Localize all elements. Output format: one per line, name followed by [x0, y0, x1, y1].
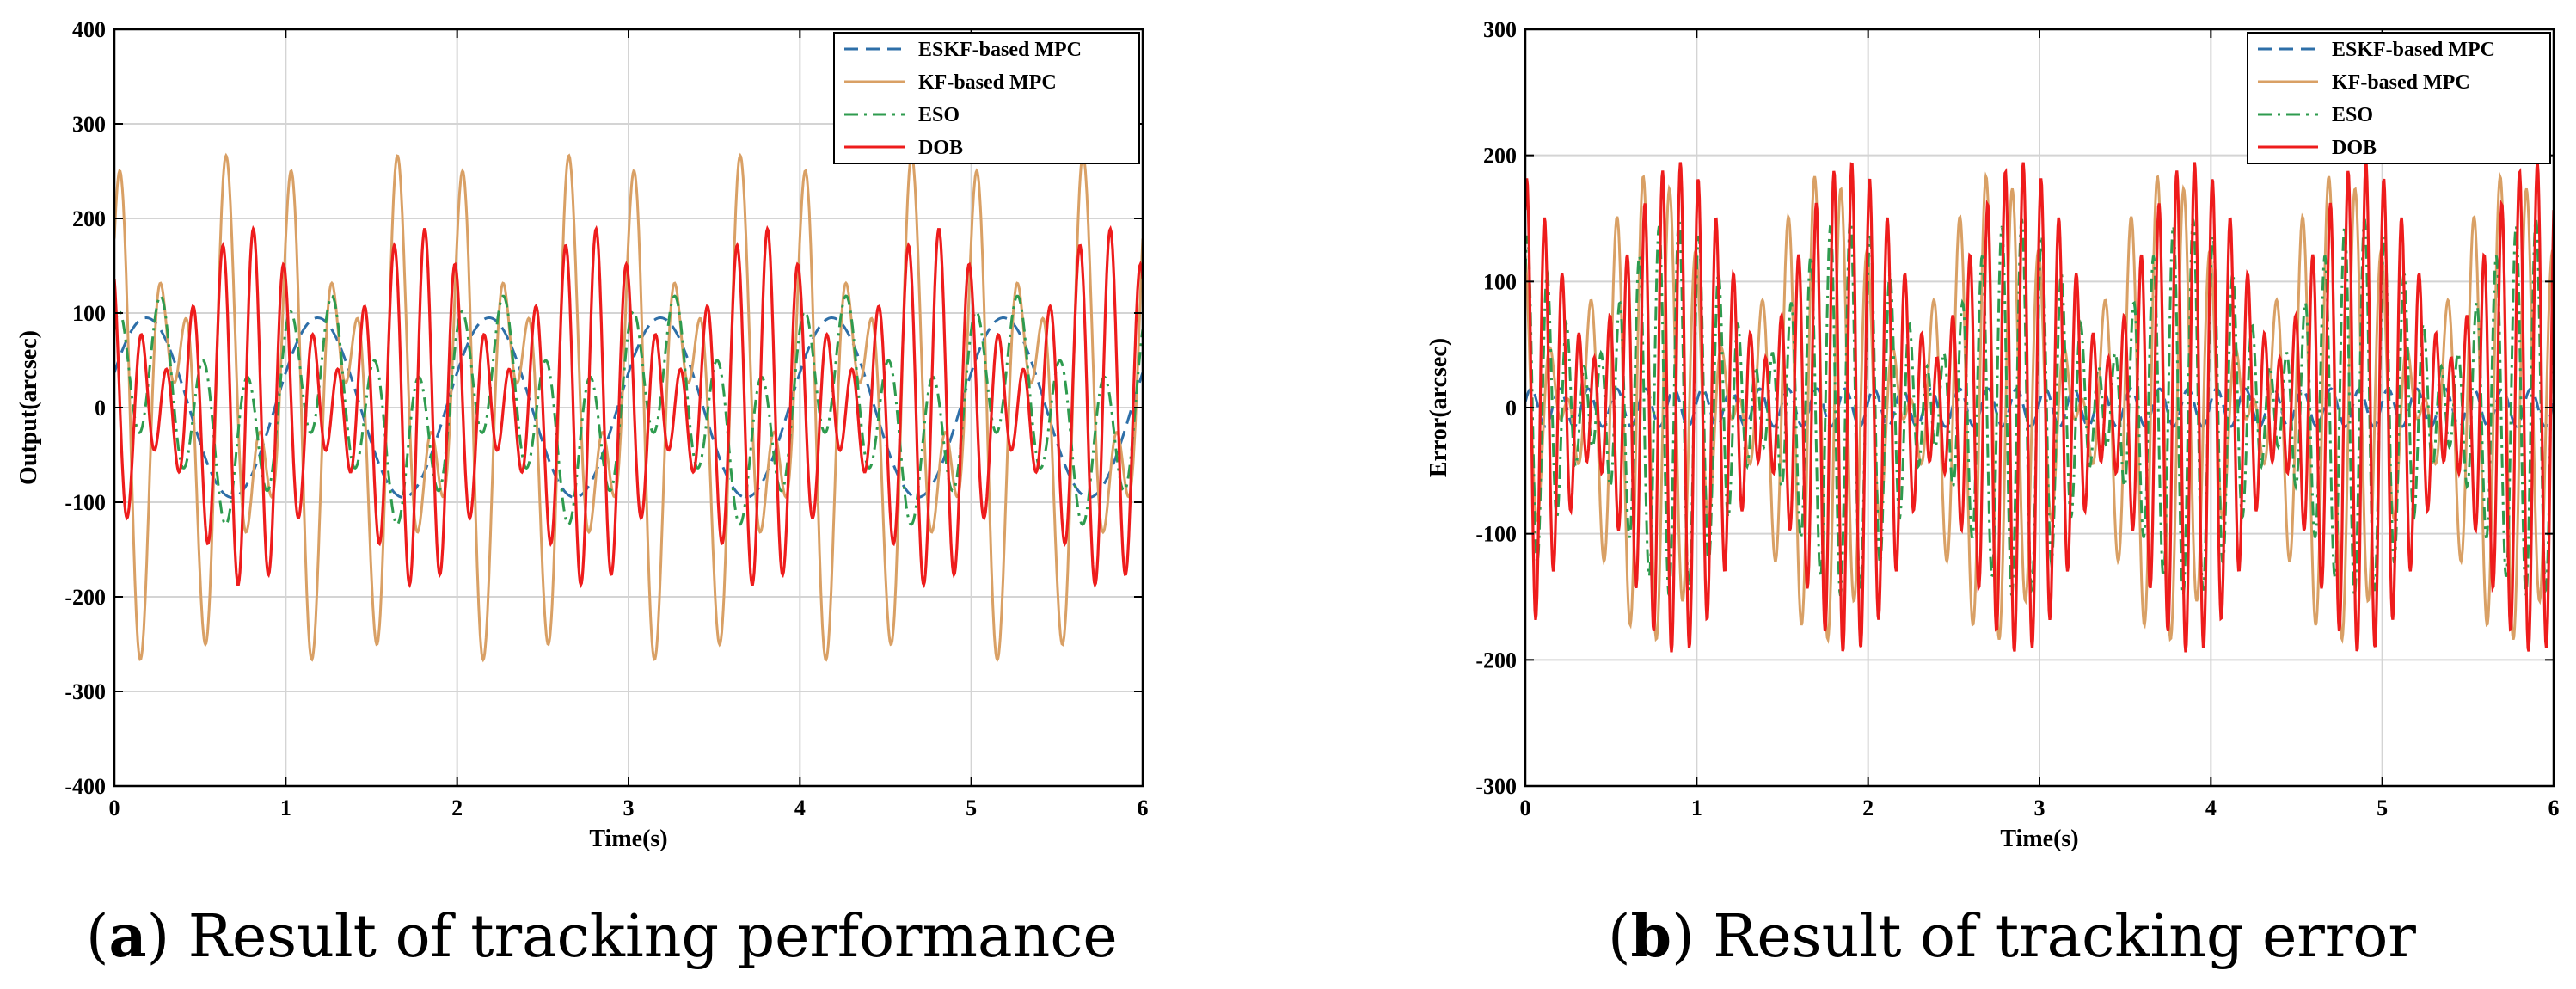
- y-tick-label: 100: [1483, 269, 1517, 294]
- legend-label: KF-based MPC: [918, 71, 1057, 94]
- y-tick-label: 0: [1506, 396, 1517, 421]
- x-tick-label: 3: [2034, 796, 2045, 820]
- chart-b: 0 1 2 3 4 5 6 -300 -200 -100 0 100 200 300 Time(s) Erro…: [1426, 17, 2560, 971]
- y-tick-label: 300: [72, 112, 106, 137]
- series-line-eskf-based-mpc: [1525, 387, 2554, 428]
- y-tick-label: -100: [1475, 522, 1517, 547]
- chart-a: 0 1 2 3 4 5 6 -400 -300 -200 -100 0 100 200 300 400 Time…: [15, 17, 1149, 971]
- x-tick-label: 3: [623, 796, 635, 820]
- x-tick-label: 4: [794, 796, 806, 820]
- y-axis-label: Output(arcsec): [15, 330, 42, 485]
- caption-text: Result of tracking performance: [188, 903, 1118, 971]
- series-line-dob: [114, 224, 1143, 589]
- legend-label: ESO: [918, 104, 960, 126]
- figure-caption: (a) Result of tracking performance: [86, 902, 1118, 971]
- x-tick-label: 4: [2205, 796, 2217, 820]
- x-tick-label: 0: [1520, 796, 1531, 820]
- x-tick-label: 0: [109, 796, 120, 820]
- y-tick-label: -300: [64, 679, 106, 704]
- legend-label: KF-based MPC: [2332, 71, 2470, 94]
- legend-box: [2247, 32, 2551, 164]
- figure-caption: (b) Result of tracking error: [1608, 902, 2416, 971]
- x-tick-label: 6: [1138, 796, 1149, 820]
- x-axis-label: Time(s): [589, 826, 667, 852]
- caption-letter: b: [1631, 902, 1672, 971]
- caption-text: Result of tracking error: [1713, 903, 2416, 971]
- x-tick-label: 2: [1862, 796, 1874, 820]
- y-tick-label: 300: [1483, 17, 1517, 42]
- y-tick-label: 400: [72, 17, 106, 42]
- y-tick-label: 0: [95, 396, 106, 421]
- y-tick-label: 200: [72, 206, 106, 231]
- series-line-kf-based-mpc: [114, 152, 1143, 663]
- legend-label: ESKF-based MPC: [2332, 39, 2495, 61]
- legend-label: DOB: [2332, 137, 2377, 159]
- y-tick-label: -100: [64, 490, 106, 515]
- x-tick-label: 6: [2548, 796, 2560, 820]
- series-line-eso: [114, 294, 1143, 526]
- y-tick-label: 200: [1483, 144, 1517, 169]
- x-tick-label: 1: [280, 796, 291, 820]
- legend-label: ESO: [2332, 104, 2373, 126]
- x-tick-label: 2: [451, 796, 463, 820]
- series-line-dob: [1525, 162, 2554, 653]
- legend-label: ESKF-based MPC: [918, 39, 1082, 61]
- legend: ESKF-based MPC KF-based MPC ESO DOB: [833, 32, 1140, 164]
- y-axis-label: Error(arcsec): [1426, 338, 1452, 477]
- x-tick-label: 5: [966, 796, 977, 820]
- legend: ESKF-based MPC KF-based MPC ESO DOB: [2247, 32, 2551, 164]
- caption-letter: a: [109, 902, 147, 971]
- legend-label: DOB: [918, 137, 963, 159]
- series-line-eskf-based-mpc: [114, 316, 1143, 499]
- y-tick-label: -200: [64, 585, 106, 610]
- x-tick-label: 1: [1691, 796, 1702, 820]
- y-tick-label: 100: [72, 301, 106, 326]
- y-tick-label: -400: [64, 774, 106, 799]
- legend-box: [833, 32, 1140, 164]
- y-tick-label: -200: [1475, 648, 1517, 673]
- x-axis-label: Time(s): [2000, 826, 2078, 852]
- y-tick-label: -300: [1475, 774, 1517, 799]
- x-tick-label: 5: [2377, 796, 2388, 820]
